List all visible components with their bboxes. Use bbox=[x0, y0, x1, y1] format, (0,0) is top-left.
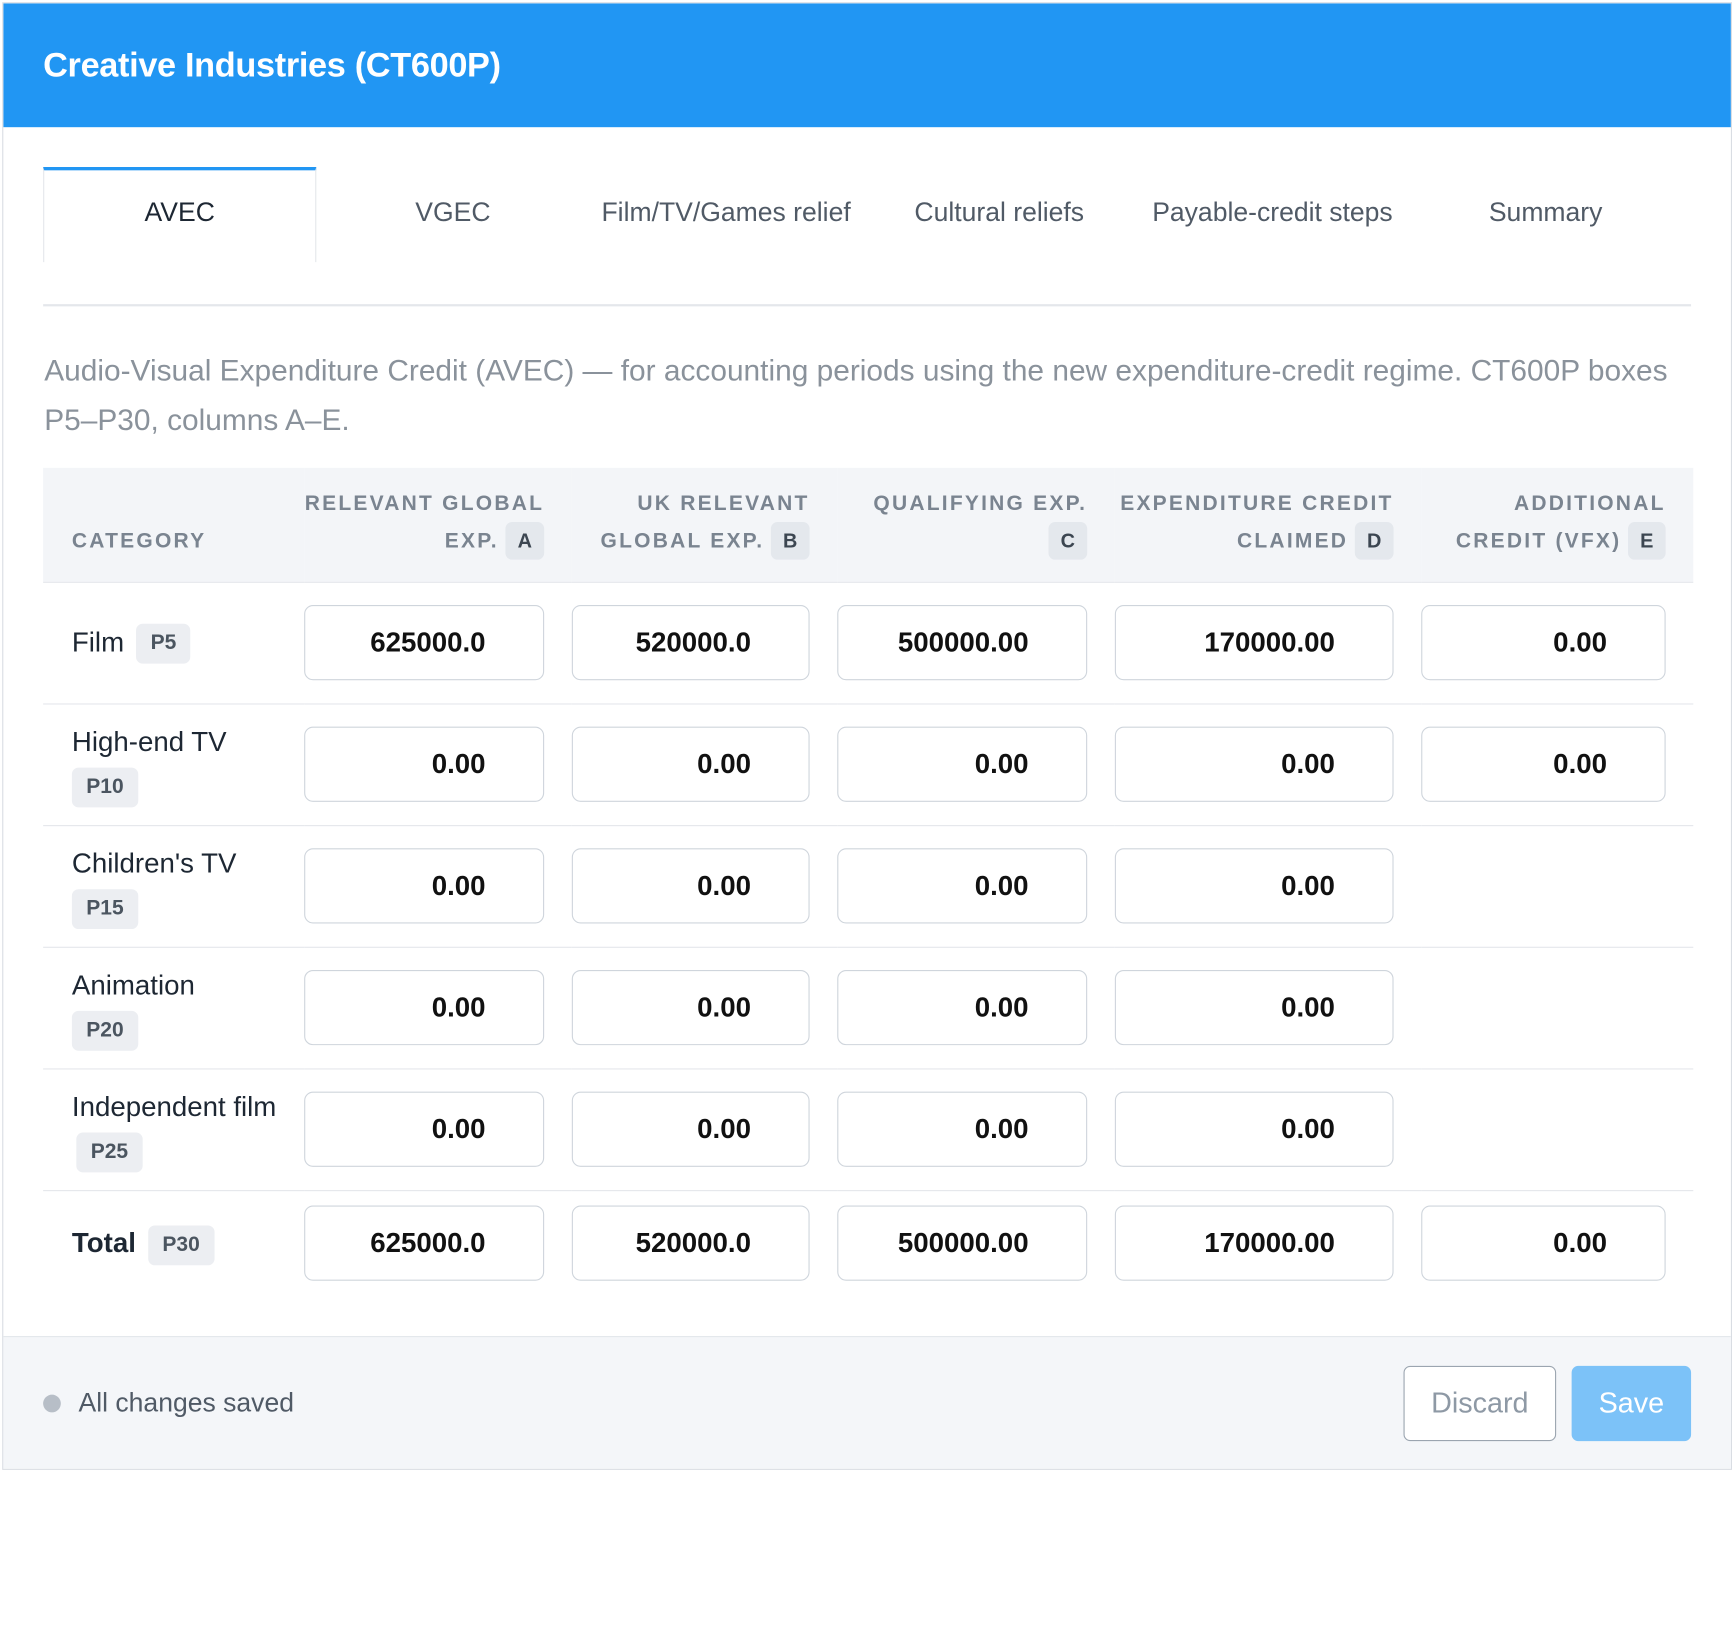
table-header: CATEGORY RELEVANT GLOBAL EXP. A UK RELEVA… bbox=[43, 467, 1694, 582]
column-header-c: QUALIFYING EXP. C bbox=[837, 468, 1115, 582]
row-label: Children's TV P15 bbox=[43, 825, 304, 947]
table-row-film: Film P5 625000.0 520000.0 500000.00 1700… bbox=[43, 581, 1694, 704]
input-animation-a[interactable]: 0.00 bbox=[304, 969, 545, 1046]
tab-vgec[interactable]: VGEC bbox=[415, 197, 491, 228]
dialog-footer: All changes saved Discard Save bbox=[3, 1336, 1731, 1469]
column-header-b: UK RELEVANT GLOBAL EXP. B bbox=[572, 468, 837, 582]
tab-film-tv-games-relief[interactable]: Film/TV/Games relief bbox=[601, 197, 851, 228]
input-independent-film-a[interactable]: 0.00 bbox=[304, 1091, 545, 1167]
input-animation-c[interactable]: 0.00 bbox=[837, 969, 1088, 1046]
total-a-field: 625000.0 bbox=[304, 1205, 545, 1282]
total-d-field: 170000.00 bbox=[1114, 1205, 1394, 1282]
save-button[interactable]: Save bbox=[1571, 1365, 1692, 1441]
input-childrens-tv-c[interactable]: 0.00 bbox=[837, 848, 1088, 924]
box-code-badge: P20 bbox=[71, 1011, 139, 1052]
input-high-end-tv-e[interactable]: 0.00 bbox=[1421, 726, 1666, 802]
column-code-badge: B bbox=[770, 521, 810, 560]
input-high-end-tv-c[interactable]: 0.00 bbox=[837, 726, 1088, 802]
column-code-badge: A bbox=[505, 521, 545, 560]
column-code-badge: C bbox=[1048, 521, 1088, 560]
row-label: Independent film P25 bbox=[43, 1068, 304, 1190]
box-code-badge: P30 bbox=[148, 1225, 215, 1265]
intro-text: Audio-Visual Expenditure Credit (AVEC) —… bbox=[44, 353, 1668, 437]
total-c-field: 500000.00 bbox=[837, 1205, 1088, 1282]
input-animation-d[interactable]: 0.00 bbox=[1114, 969, 1394, 1046]
input-childrens-tv-b[interactable]: 0.00 bbox=[571, 848, 810, 924]
tab-bar: AVEC VGEC Film/TV/Games relief Cultural … bbox=[43, 167, 1692, 307]
dialog: Creative Industries (CT600P) AVEC VGEC F… bbox=[2, 2, 1732, 1470]
input-childrens-tv-a[interactable]: 0.00 bbox=[304, 848, 545, 924]
save-status: All changes saved bbox=[78, 1387, 294, 1418]
tab-summary[interactable]: Summary bbox=[1488, 197, 1603, 228]
box-code-badge: P10 bbox=[71, 767, 139, 808]
tab-cultural-reliefs[interactable]: Cultural reliefs bbox=[914, 197, 1085, 228]
column-header-e: ADDITIONAL CREDIT (VFX) E bbox=[1421, 468, 1693, 582]
input-film-c[interactable]: 500000.00 bbox=[837, 604, 1088, 681]
box-code-badge: P25 bbox=[76, 1132, 143, 1173]
input-film-d[interactable]: 170000.00 bbox=[1114, 604, 1394, 681]
input-high-end-tv-a[interactable]: 0.00 bbox=[304, 726, 545, 802]
input-film-e[interactable]: 0.00 bbox=[1421, 604, 1666, 681]
input-animation-b[interactable]: 0.00 bbox=[571, 969, 810, 1046]
avec-table: CATEGORY RELEVANT GLOBAL EXP. A UK RELEVA… bbox=[43, 467, 1694, 1296]
input-film-a[interactable]: 625000.0 bbox=[304, 604, 545, 681]
total-b-field: 520000.0 bbox=[571, 1205, 810, 1282]
input-independent-film-b[interactable]: 0.00 bbox=[571, 1091, 810, 1167]
table-row-high-end-tv: High-end TV P10 0.00 0.00 0.00 0.00 0.00 bbox=[43, 703, 1694, 825]
input-high-end-tv-d[interactable]: 0.00 bbox=[1114, 726, 1394, 802]
column-header-a: RELEVANT GLOBAL EXP. A bbox=[304, 468, 572, 582]
table-row-childrens-tv: Children's TV P15 0.00 0.00 0.00 0.00 bbox=[43, 825, 1694, 947]
column-code-badge: E bbox=[1628, 521, 1666, 560]
tab-avec[interactable]: AVEC bbox=[43, 167, 317, 263]
dialog-header: Creative Industries (CT600P) bbox=[3, 3, 1731, 128]
column-header-d: EXPENDITURE CREDIT CLAIMED D bbox=[1115, 468, 1421, 582]
dialog-title: Creative Industries (CT600P) bbox=[43, 45, 501, 85]
row-label: Total P30 bbox=[43, 1190, 304, 1296]
discard-button[interactable]: Discard bbox=[1403, 1365, 1557, 1441]
column-code-badge: D bbox=[1354, 521, 1394, 560]
input-film-b[interactable]: 520000.0 bbox=[571, 604, 810, 681]
status-dot-icon bbox=[43, 1394, 61, 1412]
box-code-badge: P5 bbox=[136, 624, 191, 665]
column-header-category: CATEGORY bbox=[71, 529, 207, 553]
table-row-animation: Animation P20 0.00 0.00 0.00 0.00 bbox=[43, 946, 1694, 1069]
row-label: High-end TV P10 bbox=[43, 703, 304, 825]
input-high-end-tv-b[interactable]: 0.00 bbox=[571, 726, 810, 802]
input-independent-film-d[interactable]: 0.00 bbox=[1114, 1091, 1394, 1167]
input-independent-film-c[interactable]: 0.00 bbox=[837, 1091, 1088, 1167]
input-childrens-tv-d[interactable]: 0.00 bbox=[1114, 848, 1394, 924]
tab-payable-credit-steps[interactable]: Payable-credit steps bbox=[1152, 197, 1393, 228]
row-label: Film P5 bbox=[43, 582, 304, 704]
total-e-field: 0.00 bbox=[1421, 1205, 1666, 1282]
box-code-badge: P15 bbox=[71, 889, 139, 930]
table-row-total: Total P30 625000.0 520000.0 500000.00 17… bbox=[43, 1190, 1694, 1296]
row-label: Animation P20 bbox=[43, 947, 304, 1069]
table-row-independent-film: Independent film P25 0.00 0.00 0.00 0.00 bbox=[43, 1068, 1694, 1190]
